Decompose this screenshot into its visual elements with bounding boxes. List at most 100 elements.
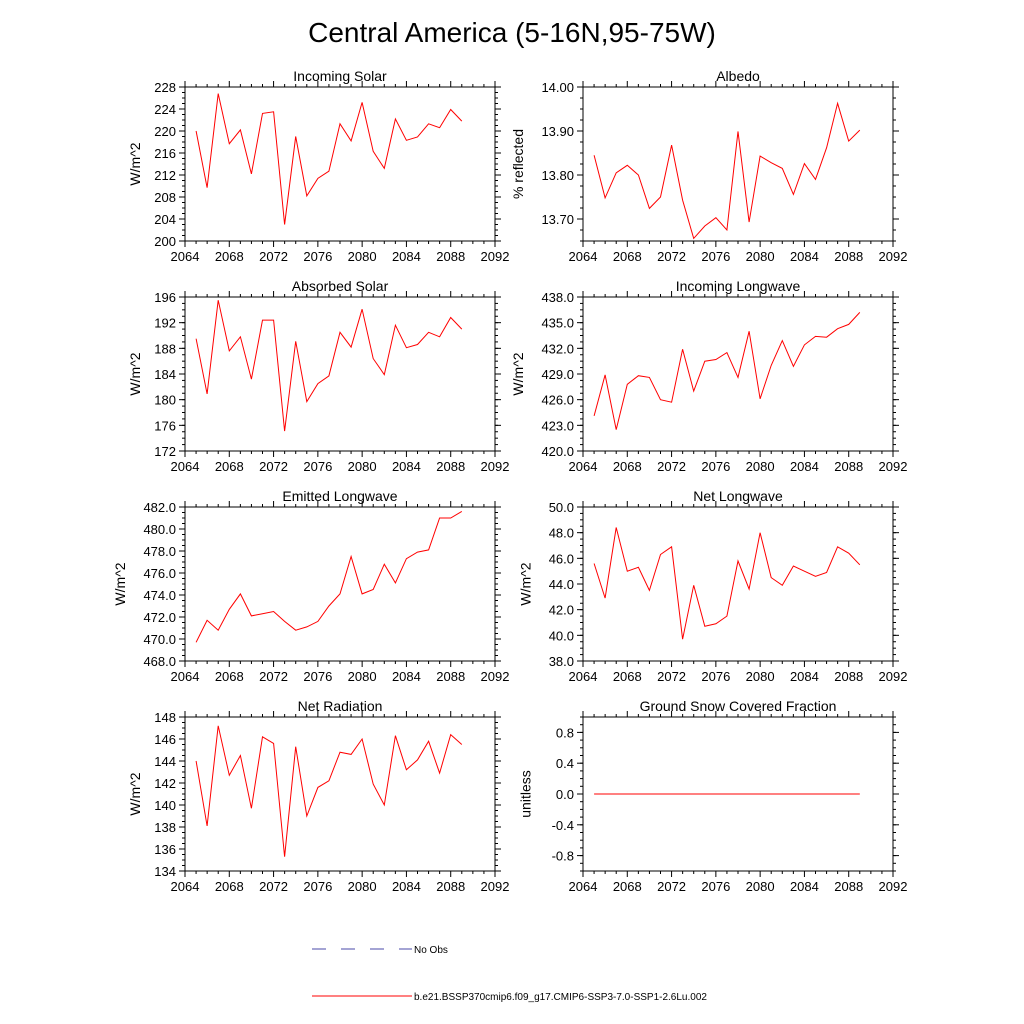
- y-tick-label: 142: [154, 776, 176, 791]
- y-tick-label: 180: [154, 393, 176, 408]
- y-tick-label: 478.0: [143, 544, 176, 559]
- x-tick-label: 2088: [436, 669, 465, 684]
- y-axis: 13.70 13.80 13.90 14.00: [541, 80, 899, 242]
- x-tick-label: 2080: [746, 249, 775, 264]
- x-tick-label: 2076: [303, 459, 332, 474]
- x-tick-label: 2064: [171, 669, 200, 684]
- x-tick-label: 2080: [348, 669, 377, 684]
- x-axis: 2064 2068 2072 2076 2080 2084 2088 2092: [171, 501, 509, 684]
- page-title: Central America (5-16N,95-75W): [308, 17, 716, 48]
- panel-title: Emitted Longwave: [282, 488, 397, 504]
- legend-model-label: b.e21.BSSP370cmip6.f09_g17.CMIP6-SSP3-7.…: [414, 992, 707, 1003]
- x-tick-label: 2064: [569, 249, 598, 264]
- x-axis: 2064 2068 2072 2076 2080 2084 2088 2092: [171, 711, 510, 894]
- series-line: [593, 101, 861, 240]
- series-line: [593, 312, 861, 430]
- y-axis-label: W/m^2: [127, 772, 143, 815]
- y-tick-label: 0.4: [556, 756, 574, 771]
- series-line: [195, 510, 463, 643]
- y-tick-label: 426.0: [541, 393, 574, 408]
- y-tick-label: 432.0: [541, 341, 574, 356]
- x-tick-label: 2068: [613, 669, 642, 684]
- panel-albedo: Albedo 2064 2068 2072 2076 2080 2084 2088 2092 13…: [510, 68, 907, 264]
- y-axis-label: unitless: [518, 770, 534, 817]
- x-tick-label: 2068: [613, 879, 642, 894]
- series-line: [593, 527, 861, 640]
- x-axis: 2064 2068 2072 2076 2080 2084 2088 2092: [569, 711, 907, 894]
- x-tick-label: 2072: [657, 459, 686, 474]
- x-tick-label: 2084: [790, 249, 819, 264]
- legend-obs-label: No Obs: [414, 945, 448, 956]
- x-tick-label: 2072: [259, 879, 288, 894]
- x-tick-label: 2080: [746, 879, 775, 894]
- x-tick-label: 2072: [657, 669, 686, 684]
- y-tick-label: 482.0: [143, 500, 176, 515]
- x-tick-label: 2068: [215, 249, 244, 264]
- panel-title: Net Radiation: [298, 698, 383, 714]
- y-axis-label: W/m^2: [127, 142, 143, 185]
- y-tick-label: 216: [154, 146, 176, 161]
- y-tick-label: 140: [154, 798, 176, 813]
- y-tick-label: 148: [154, 710, 176, 725]
- x-axis: 2064 2068 2072 2076 2080 2084 2088 2092: [569, 501, 908, 684]
- plot-frame: [582, 506, 894, 662]
- x-tick-label: 2064: [171, 249, 200, 264]
- x-tick-label: 2080: [348, 459, 377, 474]
- y-axis: 38.0 40.0 42.0 44.0 46.0 48.0 50.0: [549, 500, 899, 669]
- y-tick-label: 429.0: [541, 367, 574, 382]
- x-tick-label: 2064: [171, 879, 200, 894]
- x-tick-label: 2076: [303, 879, 332, 894]
- plot-frame: [582, 86, 894, 242]
- x-tick-label: 2084: [790, 879, 819, 894]
- y-tick-label: 13.90: [541, 124, 574, 139]
- y-tick-label: 212: [154, 168, 176, 183]
- y-axis-label: W/m^2: [112, 562, 128, 605]
- panel-net-radiation: Net Radiation 2064 2068 2072 2076 2080 2084 208…: [127, 698, 509, 894]
- y-tick-label: 192: [154, 316, 176, 331]
- x-tick-label: 2092: [879, 249, 908, 264]
- y-axis-label: % reflected: [510, 129, 526, 199]
- y-tick-label: 468.0: [143, 654, 176, 669]
- x-tick-label: 2088: [834, 879, 863, 894]
- y-tick-label: 474.0: [143, 588, 176, 603]
- y-tick-label: -0.8: [552, 849, 574, 864]
- y-tick-label: 176: [154, 418, 176, 433]
- y-tick-label: 0.0: [556, 787, 574, 802]
- y-tick-label: 13.80: [541, 168, 574, 183]
- x-tick-label: 2084: [392, 669, 421, 684]
- y-tick-label: 204: [154, 212, 176, 227]
- x-tick-label: 2080: [746, 459, 775, 474]
- x-axis: 2064 2068 2072 2076 2080 2084 2088 2092: [171, 81, 509, 264]
- y-tick-label: 0.8: [556, 725, 574, 740]
- y-axis-label: W/m^2: [127, 352, 143, 395]
- x-tick-label: 2084: [392, 249, 421, 264]
- panel-net-longwave: Net Longwave 2064 2068 2072 2076 2080 2084 2088…: [518, 488, 908, 684]
- x-tick-label: 2080: [348, 249, 377, 264]
- x-tick-label: 2088: [436, 459, 465, 474]
- y-axis: 420.0 423.0 426.0 429.0 432.0 435.0 438.0: [541, 290, 899, 459]
- x-tick-label: 2076: [701, 879, 730, 894]
- x-tick-label: 2084: [790, 669, 819, 684]
- x-tick-label: 2068: [215, 669, 244, 684]
- x-tick-label: 2064: [171, 459, 200, 474]
- x-tick-label: 2084: [392, 879, 421, 894]
- y-tick-label: 13.70: [541, 212, 574, 227]
- x-tick-label: 2072: [259, 249, 288, 264]
- panel-title: Ground Snow Covered Fraction: [640, 698, 837, 714]
- x-tick-label: 2080: [746, 669, 775, 684]
- y-axis: -0.8 -0.4 0.0 0.4 0.8: [552, 716, 899, 872]
- plot-frame: [184, 716, 496, 872]
- y-axis-label: W/m^2: [510, 352, 526, 395]
- y-tick-label: 438.0: [541, 290, 574, 305]
- y-tick-label: 146: [154, 732, 176, 747]
- y-tick-label: 172: [154, 444, 176, 459]
- y-tick-label: 200: [154, 234, 176, 249]
- x-tick-label: 2092: [879, 669, 908, 684]
- panel-emitted-longwave: Emitted Longwave 2064 2068 2072 2076 2080 2084…: [112, 488, 509, 684]
- x-axis: 2064 2068 2072 2076 2080 2084 2088 2092: [569, 81, 908, 264]
- x-tick-label: 2092: [481, 879, 510, 894]
- x-tick-label: 2084: [790, 459, 819, 474]
- x-tick-label: 2076: [701, 669, 730, 684]
